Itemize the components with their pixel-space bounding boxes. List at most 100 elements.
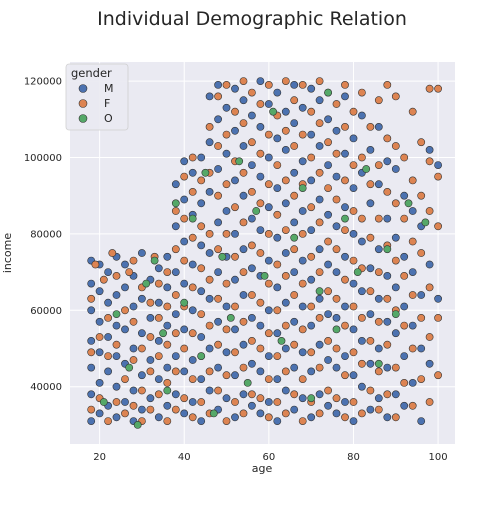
data-point-M [154, 298, 163, 307]
x-tick-labels: 20 40 60 80 100 [93, 452, 447, 463]
data-point-F [281, 176, 290, 185]
y-tick-label: 40000 [30, 382, 62, 393]
data-point-M [95, 409, 104, 418]
data-point-M [307, 226, 316, 234]
data-point-M [383, 214, 392, 223]
data-point-F [231, 252, 239, 261]
data-point-F [349, 302, 358, 311]
data-point-M [366, 310, 375, 318]
data-point-F [231, 398, 239, 406]
data-point-F [298, 81, 307, 89]
data-point-M [146, 394, 155, 403]
data-point-M [383, 363, 392, 372]
data-point-M [247, 214, 256, 223]
data-point-F [290, 142, 299, 150]
data-point-M [417, 291, 426, 299]
data-point-M [154, 264, 163, 273]
data-point-F [188, 413, 197, 422]
data-point-F [307, 107, 316, 116]
data-point-F [357, 88, 366, 97]
data-point-M [264, 153, 273, 162]
data-point-F [214, 191, 222, 200]
data-point-F [307, 153, 316, 162]
data-point-M [290, 218, 299, 227]
data-point-F [400, 271, 409, 280]
data-point-M [95, 317, 104, 326]
data-point-F [180, 394, 189, 403]
data-point-F [400, 214, 409, 223]
data-point-M [366, 145, 375, 154]
data-point-M [341, 149, 349, 158]
data-point-F [163, 417, 172, 425]
data-point-M [247, 313, 256, 322]
data-point-F [256, 199, 265, 208]
y-tick-labels: 40000 60000 80000 100000 120000 [24, 77, 62, 394]
data-point-O [180, 298, 189, 307]
data-point-M [256, 123, 265, 131]
data-point-M [129, 344, 138, 353]
data-point-M [374, 344, 383, 353]
data-point-F [239, 317, 248, 326]
data-point-M [214, 218, 222, 227]
data-point-M [180, 367, 189, 376]
data-point-O [163, 386, 172, 395]
data-point-F [197, 176, 206, 185]
x-axis-label: age [252, 462, 273, 475]
data-point-O [209, 409, 218, 418]
data-point-F [222, 81, 231, 89]
data-point-M [349, 229, 358, 238]
data-point-F [222, 325, 231, 334]
data-point-O [201, 168, 210, 177]
data-point-F [205, 367, 214, 376]
data-point-F [137, 344, 146, 353]
data-point-F [137, 386, 146, 395]
data-point-M [324, 161, 332, 169]
data-point-M [239, 96, 248, 105]
data-point-F [214, 142, 222, 150]
data-point-M [205, 138, 214, 147]
data-point-M [231, 325, 239, 334]
data-point-M [188, 398, 197, 406]
x-tick-label: 80 [347, 452, 360, 463]
data-point-M [315, 340, 324, 349]
data-point-M [264, 398, 273, 406]
data-point-M [307, 275, 316, 284]
data-point-M [197, 241, 206, 250]
data-point-M [425, 260, 434, 269]
y-tick-label: 60000 [30, 306, 62, 317]
data-point-F [374, 317, 383, 326]
data-point-M [214, 165, 222, 173]
data-point-O [197, 352, 206, 360]
data-point-M [417, 417, 426, 425]
data-point-O [112, 310, 121, 318]
data-point-M [349, 134, 358, 143]
data-point-F [163, 268, 172, 276]
data-point-M [214, 268, 222, 276]
data-point-F [231, 302, 239, 311]
data-point-M [434, 294, 442, 303]
data-point-F [95, 333, 104, 341]
data-point-M [146, 313, 155, 322]
data-point-F [298, 375, 307, 383]
data-point-F [146, 298, 155, 307]
data-point-O [188, 214, 197, 223]
data-point-F [425, 157, 434, 166]
data-point-F [383, 294, 392, 303]
data-point-F [231, 348, 239, 357]
data-point-M [197, 153, 206, 162]
data-point-F [281, 226, 290, 234]
legend-entries: MFO [78, 82, 114, 125]
data-point-M [87, 363, 96, 372]
data-point-M [231, 84, 239, 93]
data-point-F [247, 336, 256, 345]
data-point-F [366, 233, 375, 242]
data-point-F [273, 352, 282, 360]
data-point-O [252, 207, 261, 215]
data-point-M [425, 145, 434, 154]
data-point-F [273, 161, 282, 169]
data-point-O [315, 287, 324, 296]
data-point-M [391, 233, 400, 242]
data-point-M [332, 313, 341, 322]
data-point-M [180, 195, 189, 204]
data-point-M [349, 371, 358, 380]
